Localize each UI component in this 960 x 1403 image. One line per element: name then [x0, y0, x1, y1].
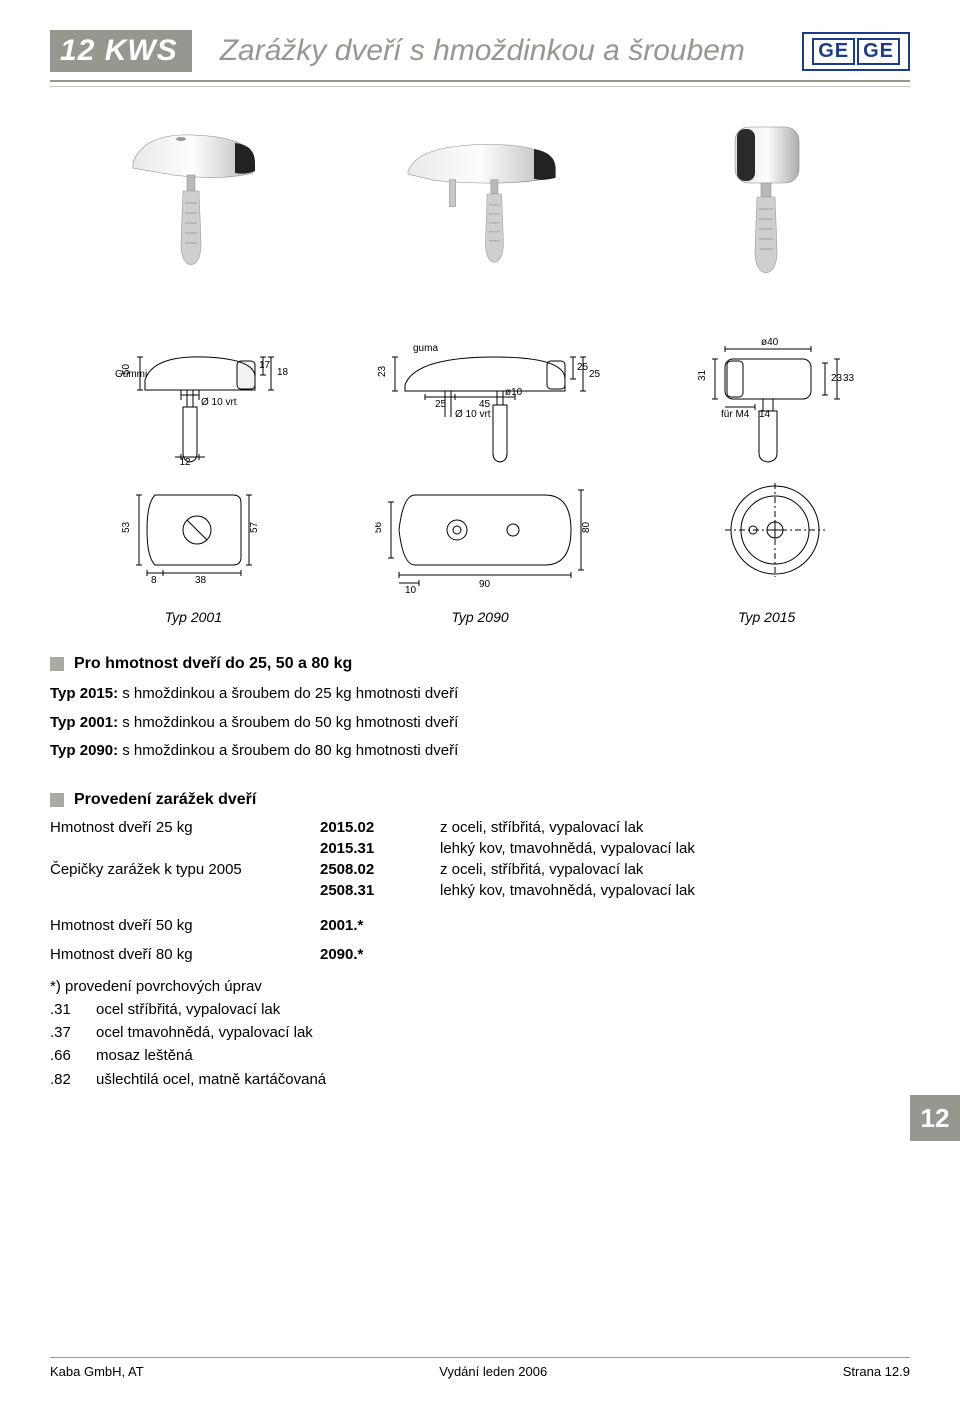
- legend-row: .82ušlechtilá ocel, matně kartáčovaná: [50, 1068, 910, 1091]
- diagram-2015: ø40 31 23 33 für M4 14: [675, 335, 875, 595]
- legend-row: .37ocel tmavohnědá, vypalovací lak: [50, 1021, 910, 1044]
- section-heading-text: Provedení zarážek dveří: [74, 791, 256, 809]
- table-cell: [50, 882, 320, 899]
- row-80kg: Hmotnost dveří 80 kg 2090.*: [50, 946, 910, 963]
- legend-row: .31ocel stříbřitá, vypalovací lak: [50, 998, 910, 1021]
- table-cell: lehký kov, tmavohnědá, vypalovací lak: [440, 882, 910, 899]
- product-photo-2001: [103, 113, 283, 298]
- dim-18: 18: [277, 367, 289, 378]
- product-photo-2015: [677, 113, 857, 298]
- dim-14: 14: [759, 409, 771, 420]
- table-cell: 2015.31: [320, 840, 440, 857]
- brand-logo: GE GE: [802, 32, 910, 71]
- dim-38: 38: [195, 575, 207, 585]
- dim-23: 23: [377, 365, 388, 377]
- product-photo-2090: [390, 113, 570, 298]
- footer-left: Kaba GmbH, AT: [50, 1364, 144, 1379]
- dim-d10: ø10: [505, 387, 523, 398]
- spec-table: Hmotnost dveří 25 kg 2015.02 z oceli, st…: [50, 819, 910, 899]
- section-heading-text: Pro hmotnost dveří do 25, 50 a 80 kg: [74, 655, 352, 673]
- technical-diagram-row: Gummi 50 17 18 Ø 10 vrt 12: [50, 335, 910, 595]
- dim-25a: 25: [577, 362, 589, 373]
- label-vrt2: Ø 10 vrt: [455, 409, 491, 420]
- table-cell: 2015.02: [320, 819, 440, 836]
- dim-25: 25: [435, 399, 447, 410]
- diagram-2090: guma 23 25 25 ø10 Ø 10 vrt 25 45: [365, 335, 605, 595]
- typ-2015-label: Typ 2015: [738, 609, 795, 625]
- table-cell: Čepičky zarážek k typu 2005: [50, 861, 320, 878]
- dim-23b: 23: [831, 373, 843, 384]
- page-tab: 12: [910, 1095, 960, 1141]
- table-cell: Hmotnost dveří 80 kg: [50, 946, 320, 963]
- bullet-icon: [50, 657, 64, 671]
- dim-10: 10: [405, 585, 417, 595]
- dim-17: 17: [259, 360, 271, 371]
- table-cell: z oceli, stříbřitá, vypalovací lak: [440, 819, 910, 836]
- table-cell: 2508.02: [320, 861, 440, 878]
- section-heading-weight: Pro hmotnost dveří do 25, 50 a 80 kg: [50, 655, 910, 673]
- table-cell: [50, 840, 320, 857]
- logo-right: GE: [857, 38, 900, 65]
- table-cell: Hmotnost dveří 50 kg: [50, 917, 320, 934]
- table-cell: z oceli, stříbřitá, vypalovací lak: [440, 861, 910, 878]
- dim-90: 90: [479, 579, 491, 590]
- typ-2090-label: Typ 2090: [451, 609, 508, 625]
- dim-80: 80: [581, 521, 592, 533]
- divider: [50, 80, 910, 82]
- dim-d40: ø40: [761, 337, 779, 348]
- typ-2001-label: Typ 2001: [165, 609, 222, 625]
- dim-45: 45: [479, 399, 491, 410]
- divider: [50, 86, 910, 87]
- table-cell: Hmotnost dveří 25 kg: [50, 819, 320, 836]
- table-cell: 2508.31: [320, 882, 440, 899]
- spec-line-2090: Typ 2090: s hmoždinkou a šroubem do 80 k…: [50, 740, 910, 763]
- page-title: Zarážky dveří s hmoždinkou a šroubem: [220, 34, 774, 68]
- dim-33: 33: [843, 373, 855, 384]
- finish-legend: *) provedení povrchových úprav .31ocel s…: [50, 975, 910, 1091]
- dim-8: 8: [151, 575, 157, 585]
- legend-head: *) provedení povrchových úprav: [50, 975, 910, 998]
- logo-left: GE: [812, 38, 855, 65]
- dim-50: 50: [121, 363, 132, 375]
- label-m4: für M4: [721, 409, 750, 420]
- spec-line-2015: Typ 2015: s hmoždinkou a šroubem do 25 k…: [50, 683, 910, 706]
- spec-line-2001: Typ 2001: s hmoždinkou a šroubem do 50 k…: [50, 712, 910, 735]
- dim-57: 57: [249, 521, 260, 533]
- page-footer: Kaba GmbH, AT Vydání leden 2006 Strana 1…: [50, 1357, 910, 1379]
- dim-31: 31: [697, 369, 708, 381]
- table-cell: 2001.*: [320, 917, 910, 934]
- section-heading-finish: Provedení zarážek dveří: [50, 791, 910, 809]
- footer-center: Vydání leden 2006: [439, 1364, 547, 1379]
- footer-right: Strana 12.9: [843, 1364, 910, 1379]
- kws-badge: 12 KWS: [50, 30, 192, 72]
- dim-25b: 25: [589, 369, 601, 380]
- label-guma: guma: [413, 343, 438, 354]
- table-cell: 2090.*: [320, 946, 910, 963]
- dim-56: 56: [375, 521, 384, 533]
- header: 12 KWS Zarážky dveří s hmoždinkou a šrou…: [50, 30, 910, 72]
- legend-row: .66mosaz leštěná: [50, 1044, 910, 1067]
- product-photo-row: [50, 105, 910, 305]
- typ-label-row: Typ 2001 Typ 2090 Typ 2015: [50, 609, 910, 625]
- bullet-icon: [50, 793, 64, 807]
- table-cell: lehký kov, tmavohnědá, vypalovací lak: [440, 840, 910, 857]
- diagram-2001: Gummi 50 17 18 Ø 10 vrt 12: [85, 335, 295, 585]
- row-50kg: Hmotnost dveří 50 kg 2001.*: [50, 917, 910, 934]
- dim-53: 53: [121, 521, 132, 533]
- label-vrt: Ø 10 vrt: [201, 397, 237, 408]
